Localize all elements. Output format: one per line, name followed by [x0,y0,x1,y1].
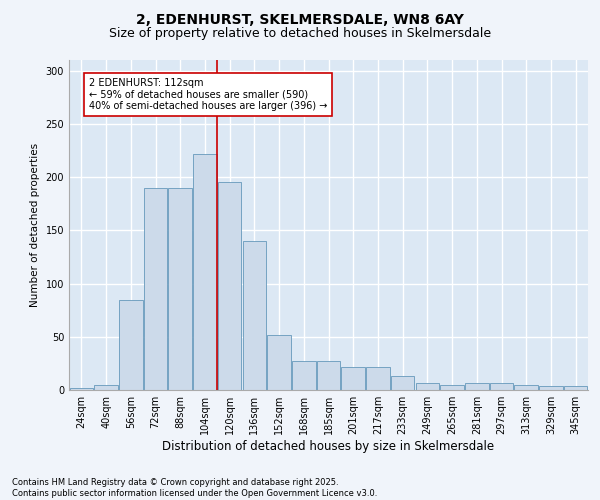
X-axis label: Distribution of detached houses by size in Skelmersdale: Distribution of detached houses by size … [163,440,494,453]
Bar [268,334,291,390]
Bar [539,386,563,390]
Text: 2, EDENHURST, SKELMERSDALE, WN8 6AY: 2, EDENHURST, SKELMERSDALE, WN8 6AY [136,12,464,26]
Bar [242,241,266,390]
Bar [94,384,118,390]
Bar [490,382,513,390]
Bar [144,188,167,390]
Bar [341,366,365,390]
Bar [465,382,488,390]
Bar [119,300,143,390]
Bar [169,188,192,390]
Bar [292,362,316,390]
Bar [193,154,217,390]
Bar [391,376,415,390]
Text: Size of property relative to detached houses in Skelmersdale: Size of property relative to detached ho… [109,28,491,40]
Bar [416,382,439,390]
Bar [218,182,241,390]
Bar [440,384,464,390]
Bar [514,384,538,390]
Bar [70,388,93,390]
Text: 2 EDENHURST: 112sqm
← 59% of detached houses are smaller (590)
40% of semi-detac: 2 EDENHURST: 112sqm ← 59% of detached ho… [89,78,327,112]
Bar [564,386,587,390]
Bar [366,366,389,390]
Y-axis label: Number of detached properties: Number of detached properties [30,143,40,307]
Bar [317,362,340,390]
Text: Contains HM Land Registry data © Crown copyright and database right 2025.
Contai: Contains HM Land Registry data © Crown c… [12,478,377,498]
